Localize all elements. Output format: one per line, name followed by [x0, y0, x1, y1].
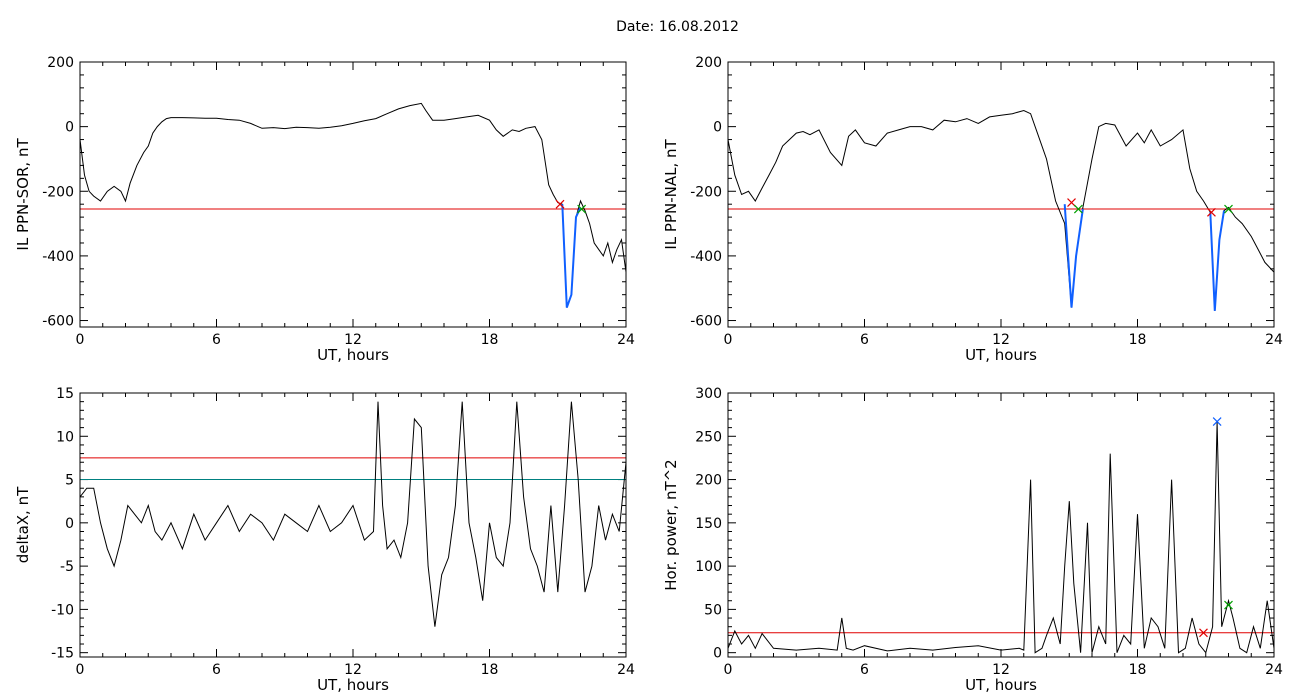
- series-line: [79, 102, 627, 308]
- cross-marker: [1199, 628, 1208, 638]
- y-tick-label: 100: [695, 559, 722, 575]
- x-axis-label: UT, hours: [965, 346, 1037, 364]
- plot-frame: [79, 61, 627, 328]
- y-tick-label: 300: [695, 386, 722, 402]
- cross-marker: [1212, 417, 1222, 426]
- x-tick-label: 0: [724, 662, 733, 678]
- x-tick-label: 24: [1265, 662, 1283, 678]
- y-tick-label: 150: [695, 516, 722, 532]
- x-tick-label: 18: [481, 332, 499, 348]
- x-axis-label: UT, hours: [965, 676, 1037, 694]
- x-tick-label: 6: [860, 662, 869, 678]
- y-axis-label: IL PPN-SOR, nT: [14, 138, 32, 251]
- y-tick-label: -200: [690, 184, 722, 200]
- x-axis-label: UT, hours: [317, 676, 389, 694]
- series-line: [727, 421, 1275, 654]
- cross-marker: [1224, 204, 1233, 214]
- y-tick-label: 15: [56, 386, 74, 402]
- y-tick-label: -10: [51, 602, 74, 618]
- y-tick-label: -400: [42, 249, 74, 265]
- figure-title: Date: 16.08.2012: [616, 19, 739, 35]
- plot-frame: [79, 392, 627, 658]
- x-tick-label: 24: [617, 662, 635, 678]
- x-tick-label: 6: [212, 332, 221, 348]
- cross-marker: [1207, 207, 1216, 217]
- series-line: [79, 401, 627, 627]
- x-tick-label: 12: [344, 332, 362, 348]
- y-tick-label: 0: [65, 516, 74, 532]
- x-tick-label: 18: [1129, 332, 1147, 348]
- y-tick-label: 0: [65, 120, 74, 136]
- substorm-interval-line: [561, 204, 582, 308]
- y-tick-label: -600: [690, 314, 722, 330]
- substorm-interval-line: [1209, 210, 1225, 311]
- x-tick-label: 12: [992, 662, 1010, 678]
- x-tick-label: 12: [992, 332, 1010, 348]
- y-axis-label: deltaX, nT: [14, 486, 32, 563]
- cross-marker: [577, 204, 587, 214]
- y-tick-label: -400: [690, 249, 722, 265]
- chart-ppn-sor: 0 6 12 18 24 200 0 -200 -400 -600 UT, hours IL PPN-…: [14, 55, 635, 364]
- x-tick-label: 12: [344, 662, 362, 678]
- cross-marker: [1073, 204, 1083, 214]
- substorm-interval-line: [1063, 204, 1084, 308]
- cross-marker: [555, 199, 565, 209]
- chart-hor-power: 0 6 12 18 24 300 250 200 150 100 50 0 UT, hours Hor. …: [662, 386, 1283, 694]
- y-tick-label: 200: [695, 55, 722, 71]
- x-axis-label: UT, hours: [317, 346, 389, 364]
- y-tick-label: -5: [60, 559, 74, 575]
- y-tick-label: -200: [42, 184, 74, 200]
- series-line: [727, 109, 1275, 311]
- y-tick-label: 250: [695, 429, 722, 445]
- x-tick-label: 18: [481, 662, 499, 678]
- x-tick-label: 24: [1265, 332, 1283, 348]
- y-tick-label: 200: [47, 55, 74, 71]
- y-tick-label: 5: [65, 473, 74, 489]
- y-tick-label: 200: [695, 473, 722, 489]
- y-tick-label: -15: [51, 646, 74, 662]
- y-tick-label: -600: [42, 314, 74, 330]
- x-tick-label: 18: [1129, 662, 1147, 678]
- chart-deltax: 0 6 12 18 24 15 10 5 0 -5 -10 -15 UT, hours deltaX, n…: [14, 386, 635, 694]
- y-axis-label: Hor. power, nT^2: [662, 459, 680, 590]
- x-tick-label: 0: [724, 332, 733, 348]
- x-tick-label: 0: [76, 332, 85, 348]
- x-tick-label: 6: [212, 662, 221, 678]
- plot-frame: [727, 61, 1275, 328]
- y-axis-label: IL PPN-NAL, nT: [662, 139, 680, 250]
- x-tick-label: 6: [860, 332, 869, 348]
- y-tick-label: 50: [704, 602, 722, 618]
- plot-frame: [727, 392, 1275, 658]
- y-tick-label: 0: [713, 646, 722, 662]
- y-tick-label: 10: [56, 429, 74, 445]
- x-tick-label: 24: [617, 332, 635, 348]
- y-tick-label: 0: [713, 120, 722, 136]
- cross-marker: [1224, 600, 1233, 610]
- x-tick-label: 0: [76, 662, 85, 678]
- chart-ppn-nal: 0 6 12 18 24 200 0 -200 -400 -600 UT, hours IL PPN-…: [662, 55, 1283, 364]
